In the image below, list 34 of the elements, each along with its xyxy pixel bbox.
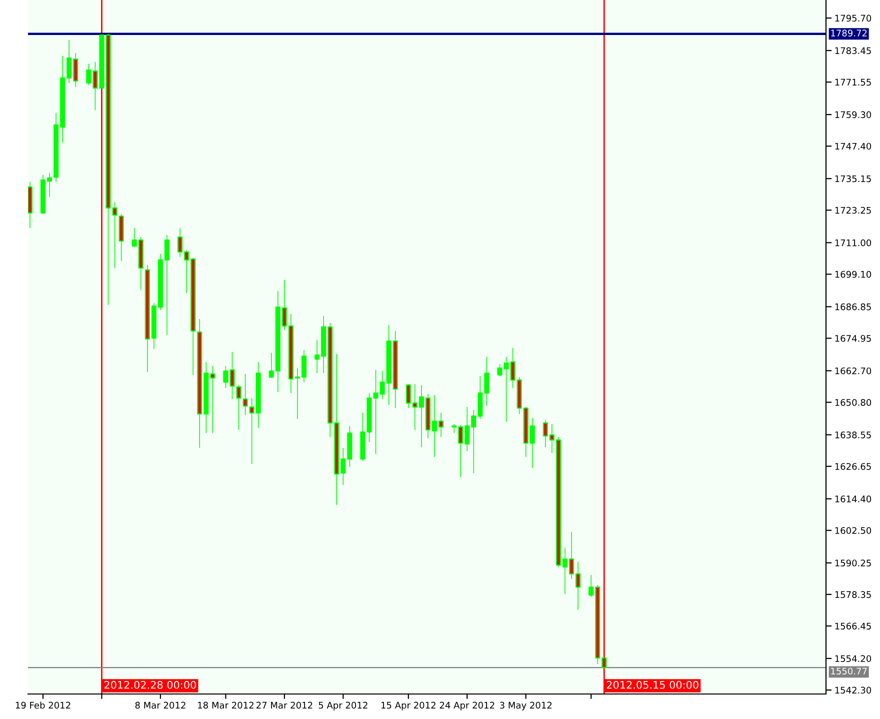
y-tick-label: 1783.45 xyxy=(835,47,871,54)
y-tick-label: 1771.55 xyxy=(835,78,871,86)
x-tick-label: 3 May 2012 xyxy=(500,702,552,710)
y-tick-label: 1542.30 xyxy=(835,686,872,694)
y-tick-label: 1699.10 xyxy=(835,270,872,278)
y-tick-label: 1590.25 xyxy=(835,560,871,566)
y-tick-label: 1602.50 xyxy=(835,527,872,534)
y-tick-label: 1566.45 xyxy=(835,622,871,630)
y-tick-label: 1554.20 xyxy=(835,655,872,662)
y-tick-label: 1686.85 xyxy=(835,303,871,310)
y-tick-label: 1650.80 xyxy=(835,399,872,406)
y-tick-label: 1795.70 xyxy=(835,14,872,22)
y-tick-label: 1662.70 xyxy=(835,367,872,374)
y-tick-label: 1626.65 xyxy=(835,463,871,470)
x-tick-label: 5 Apr 2012 xyxy=(318,702,368,710)
y-tick-label: 1614.40 xyxy=(835,496,872,502)
ref-line-label: 1789.72 xyxy=(831,30,867,37)
y-tick-label: 1747.40 xyxy=(835,142,872,150)
y-tick-label: 1638.55 xyxy=(835,432,871,438)
y-tick-label: 1723.25 xyxy=(835,206,871,214)
x-tick-label: 27 Mar 2012 xyxy=(256,702,312,709)
x-tick-label: 15 Apr 2012 xyxy=(381,702,436,710)
y-tick-label: 1759.30 xyxy=(835,111,872,118)
y-tick-label: 1711.00 xyxy=(835,239,872,246)
x-tick-label: 24 Apr 2012 xyxy=(440,702,494,710)
y-tick-label: 1578.35 xyxy=(835,591,871,598)
x-tick-label: 19 Feb 2012 xyxy=(16,702,70,709)
ref-line-label: 1550.77 xyxy=(831,668,867,675)
x-tick-label: 18 Mar 2012 xyxy=(198,702,254,709)
y-tick-label: 1735.15 xyxy=(835,175,871,182)
ref-line-label: 2012.02.28 00:00 xyxy=(104,680,196,689)
x-tick-label: 8 Mar 2012 xyxy=(135,702,186,709)
ref-line-label: 2012.05.15 00:00 xyxy=(606,680,698,689)
y-tick-label: 1674.95 xyxy=(835,334,871,342)
